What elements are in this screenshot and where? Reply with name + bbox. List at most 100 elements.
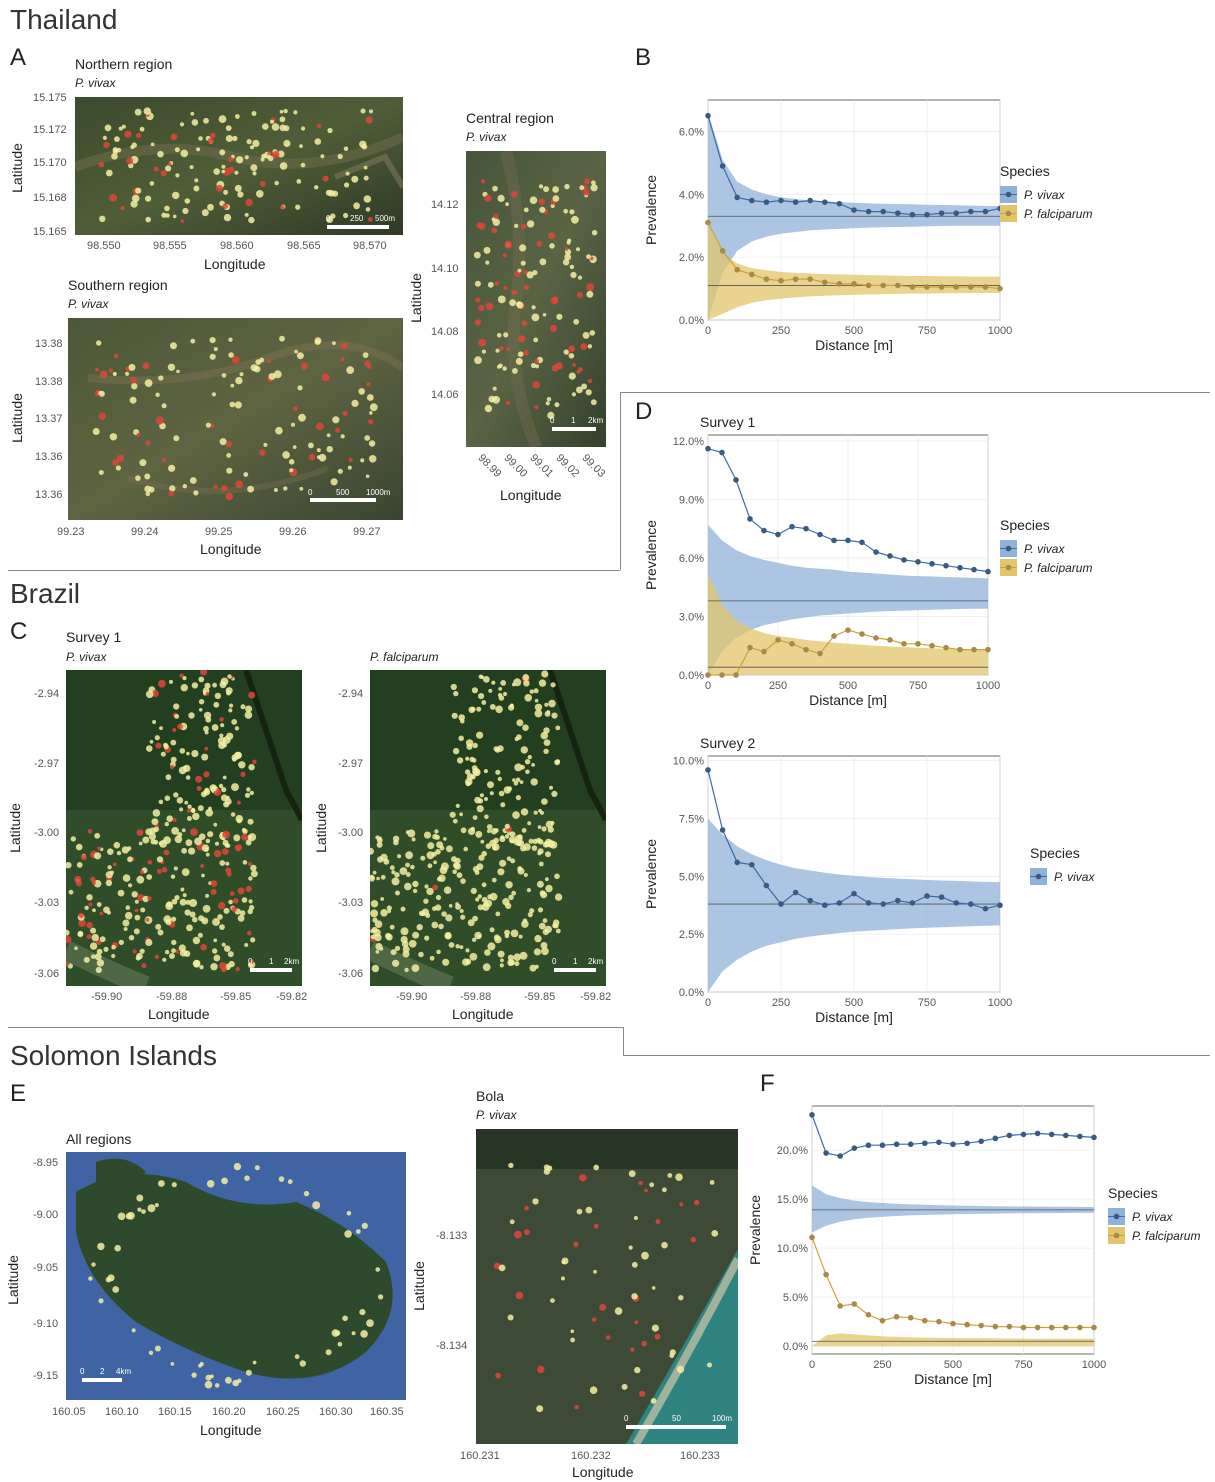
household-dot xyxy=(484,194,492,202)
household-dot xyxy=(218,115,227,123)
data-point-falciparum xyxy=(823,1271,829,1278)
household-dot xyxy=(209,353,216,360)
household-dot xyxy=(131,891,138,898)
satellite-map-brazil-falciparum[interactable]: 0 1 2km xyxy=(370,670,606,986)
household-dot xyxy=(444,932,452,939)
household-dot xyxy=(514,961,520,967)
household-dot xyxy=(679,1202,684,1207)
household-dot xyxy=(149,181,155,186)
household-dot xyxy=(561,1257,569,1265)
household-dot xyxy=(510,703,514,708)
household-dot xyxy=(248,216,255,224)
data-point-vivax xyxy=(809,1112,815,1118)
household-dot xyxy=(153,826,160,833)
household-dot xyxy=(411,837,416,842)
household-dot xyxy=(469,756,475,763)
household-dot xyxy=(527,754,532,760)
household-dot xyxy=(215,184,223,192)
household-dot xyxy=(131,142,137,148)
household-dot xyxy=(412,931,420,939)
household-dot xyxy=(360,458,365,463)
household-dot xyxy=(353,202,360,210)
household-dot xyxy=(249,959,254,964)
household-dot xyxy=(229,703,234,708)
household-dot xyxy=(148,1350,154,1355)
household-dot xyxy=(497,868,505,876)
household-dot xyxy=(494,828,499,833)
data-point-vivax xyxy=(936,1139,942,1146)
household-dot xyxy=(248,764,255,771)
household-dot xyxy=(164,205,170,212)
household-dot xyxy=(553,923,559,929)
household-dot xyxy=(147,860,153,865)
household-dot xyxy=(121,124,126,129)
x-tick-label: 250 xyxy=(772,997,790,1009)
household-dot xyxy=(576,1208,583,1215)
scale-label-0: 0 xyxy=(308,488,313,497)
data-point-vivax xyxy=(851,1145,858,1151)
household-dot xyxy=(532,270,538,276)
household-dot xyxy=(221,787,227,793)
household-dot xyxy=(296,352,304,360)
household-dot xyxy=(184,800,189,805)
scale-bar-central xyxy=(552,427,596,431)
household-dot xyxy=(458,714,465,721)
household-dot xyxy=(223,213,232,222)
household-dot xyxy=(478,854,485,861)
household-dot xyxy=(401,940,409,948)
household-dot xyxy=(365,474,370,479)
y-axis-title-central: Latitude xyxy=(407,273,424,323)
household-dot xyxy=(476,731,484,739)
household-dot xyxy=(654,1333,661,1340)
household-dot xyxy=(211,392,216,397)
x-tick: 160.30 xyxy=(319,1406,353,1418)
satellite-map-brazil-vivax[interactable]: 0 1 2km xyxy=(66,670,302,986)
satellite-map-bola[interactable]: 0 50 100m xyxy=(476,1129,738,1444)
household-dot xyxy=(369,411,373,415)
household-dot xyxy=(225,135,233,142)
household-dot xyxy=(573,1241,579,1247)
data-point-vivax xyxy=(938,210,945,216)
household-dot xyxy=(148,832,156,841)
household-dot xyxy=(129,396,137,404)
household-dot xyxy=(531,763,535,767)
satellite-map-northern[interactable]: 0 250 500m xyxy=(75,97,403,235)
household-dot xyxy=(175,949,180,954)
household-dot xyxy=(161,212,167,218)
household-dot xyxy=(443,886,452,894)
satellite-map-central[interactable]: 0 1 2km xyxy=(466,151,606,447)
household-dot xyxy=(554,893,563,901)
household-dot xyxy=(541,947,549,956)
y-tick: 15.175 xyxy=(33,92,67,104)
household-dot xyxy=(366,382,371,387)
scale-label-0: 0 xyxy=(248,957,253,966)
household-dot xyxy=(520,746,528,754)
household-dot xyxy=(484,404,493,413)
data-point-falciparum xyxy=(1077,1324,1083,1331)
satellite-map-southern[interactable]: 0 500 1000m xyxy=(68,318,403,520)
household-dot xyxy=(485,260,490,265)
household-dot xyxy=(103,946,109,952)
household-dot xyxy=(225,798,232,805)
household-dot xyxy=(451,712,458,719)
household-dot xyxy=(201,209,209,217)
household-dot xyxy=(552,186,559,193)
household-dot xyxy=(223,189,229,195)
household-dot xyxy=(279,109,284,114)
household-dot xyxy=(427,842,435,850)
household-dot xyxy=(337,1341,343,1347)
household-dot xyxy=(283,139,291,148)
household-dot xyxy=(593,1223,599,1229)
household-dot xyxy=(342,1315,348,1322)
household-dot xyxy=(192,916,198,923)
household-dot xyxy=(590,399,597,406)
satellite-map-solomon-all[interactable]: 0 2 4km xyxy=(66,1152,406,1400)
household-dot xyxy=(498,687,503,691)
household-dot xyxy=(492,218,500,226)
household-dot xyxy=(542,313,547,317)
household-dot xyxy=(154,735,160,741)
household-dot xyxy=(246,787,251,792)
data-point-falciparum xyxy=(924,284,930,290)
household-dot xyxy=(412,888,418,894)
household-dot xyxy=(465,948,470,953)
